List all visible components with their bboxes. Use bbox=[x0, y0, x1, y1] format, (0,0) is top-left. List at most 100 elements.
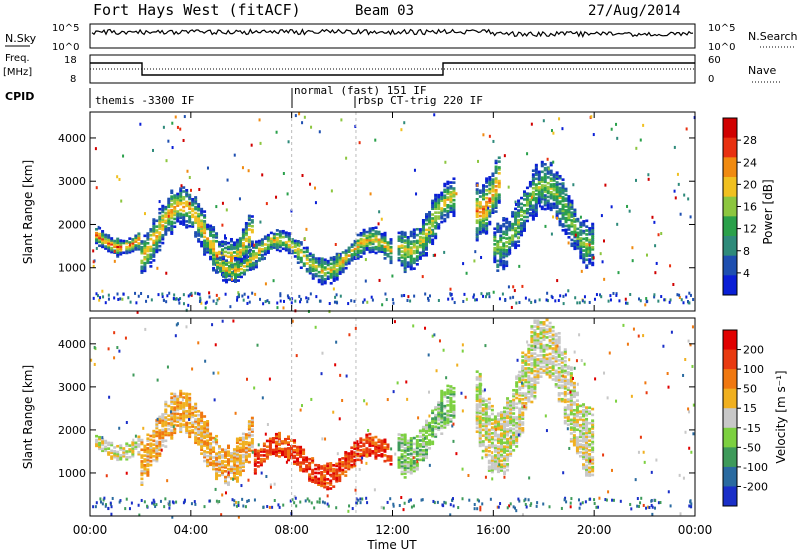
echo-cell bbox=[478, 230, 482, 233]
echo-cell bbox=[185, 423, 189, 427]
echo-cell bbox=[251, 265, 255, 269]
echo-cell bbox=[512, 418, 516, 421]
echo-cell bbox=[95, 237, 99, 241]
echo-cell bbox=[560, 366, 564, 370]
echo-cell bbox=[397, 247, 401, 250]
echo-cell bbox=[563, 352, 567, 355]
echo-cell bbox=[428, 433, 432, 437]
echo-cell bbox=[326, 464, 330, 468]
echo-cell bbox=[487, 444, 491, 447]
echo-cell bbox=[206, 458, 210, 462]
echo-cell bbox=[488, 220, 492, 224]
echo-cell bbox=[530, 352, 534, 355]
echo-cell bbox=[567, 214, 571, 218]
echo-cell bbox=[233, 276, 237, 280]
echo-cell bbox=[499, 445, 503, 449]
echo-cell bbox=[179, 220, 183, 223]
echo-near-range bbox=[509, 296, 512, 300]
echo-cell bbox=[215, 232, 219, 235]
echo-cell bbox=[368, 438, 372, 442]
echo-cell bbox=[578, 435, 582, 439]
echo-cell bbox=[506, 428, 510, 431]
echo-near-range bbox=[237, 294, 240, 298]
echo-cell bbox=[406, 245, 410, 249]
echo-cell bbox=[478, 204, 482, 208]
echo-cell bbox=[415, 444, 419, 448]
echo-cell bbox=[235, 447, 239, 450]
echo-cell bbox=[434, 408, 438, 411]
echo-cell bbox=[209, 230, 213, 234]
echo-cell bbox=[299, 256, 303, 260]
echo-cell bbox=[314, 467, 318, 471]
echo-cell bbox=[493, 235, 497, 238]
echo-speckle bbox=[229, 305, 232, 309]
echo-cell bbox=[569, 418, 573, 422]
echo-cell bbox=[161, 235, 165, 239]
echo-cell bbox=[269, 243, 273, 246]
echo-speckle bbox=[556, 279, 559, 283]
echo-cell bbox=[356, 251, 360, 254]
echo-cell bbox=[155, 219, 159, 223]
echo-cell bbox=[588, 474, 592, 477]
echo-cell bbox=[517, 224, 521, 228]
echo-cell bbox=[452, 187, 456, 190]
echo-speckle bbox=[488, 134, 491, 138]
echo-cell bbox=[194, 435, 198, 439]
echo-cell bbox=[362, 246, 366, 249]
echo-cell bbox=[287, 437, 291, 440]
echo-cell bbox=[570, 215, 574, 218]
echo-cell bbox=[203, 220, 207, 223]
echo-cell bbox=[203, 239, 207, 243]
echo-cell bbox=[209, 434, 213, 438]
echo-cell bbox=[452, 386, 456, 390]
echo-cell bbox=[505, 260, 509, 264]
echo-cell bbox=[537, 172, 541, 176]
echo-cell bbox=[517, 226, 521, 230]
echo-speckle bbox=[544, 224, 547, 228]
echo-cell bbox=[179, 407, 183, 410]
echo-cell bbox=[371, 234, 375, 238]
echo-cell bbox=[182, 413, 186, 417]
echo-cell bbox=[320, 478, 324, 482]
echo-cell bbox=[505, 217, 509, 221]
echo-cell bbox=[262, 454, 266, 457]
echo-cell bbox=[533, 387, 537, 390]
echo-near-range bbox=[307, 297, 310, 301]
echo-cell bbox=[194, 406, 198, 410]
echo-cell bbox=[409, 446, 413, 450]
echo-cell bbox=[299, 469, 303, 472]
echo-cell bbox=[158, 415, 162, 419]
echo-cell bbox=[558, 202, 562, 205]
echo-cell bbox=[406, 464, 410, 468]
echo-cell bbox=[481, 228, 485, 232]
echo-cell bbox=[496, 470, 500, 474]
echo-cell bbox=[167, 203, 171, 207]
echo-cell bbox=[221, 250, 225, 253]
echo-near-range bbox=[165, 300, 168, 304]
echo-cell bbox=[506, 414, 510, 418]
echo-cell bbox=[521, 370, 525, 374]
echo-cell bbox=[415, 227, 419, 231]
echo-cell bbox=[555, 200, 559, 204]
echo-cell bbox=[173, 419, 177, 423]
echo-cell bbox=[548, 327, 552, 331]
echo-cell bbox=[383, 237, 387, 241]
echo-cell bbox=[244, 460, 248, 463]
echo-cell bbox=[499, 261, 503, 265]
echo-cell bbox=[540, 164, 544, 168]
echo-cell bbox=[585, 219, 589, 223]
echo-speckle bbox=[250, 143, 253, 147]
echo-cell bbox=[567, 212, 571, 216]
echo-cell bbox=[555, 175, 559, 178]
echo-cell bbox=[332, 467, 336, 471]
echo-cell bbox=[377, 238, 381, 242]
echo-cell bbox=[425, 252, 429, 255]
echo-cell bbox=[569, 397, 573, 400]
cpid-mode-1: themis -3300 IF bbox=[95, 94, 194, 107]
echo-cell bbox=[452, 202, 456, 206]
echo-cell bbox=[415, 239, 419, 243]
echo-cell bbox=[566, 403, 570, 407]
echo-cell bbox=[221, 459, 225, 463]
echo-cell bbox=[244, 222, 248, 225]
echo-cell bbox=[386, 445, 390, 449]
